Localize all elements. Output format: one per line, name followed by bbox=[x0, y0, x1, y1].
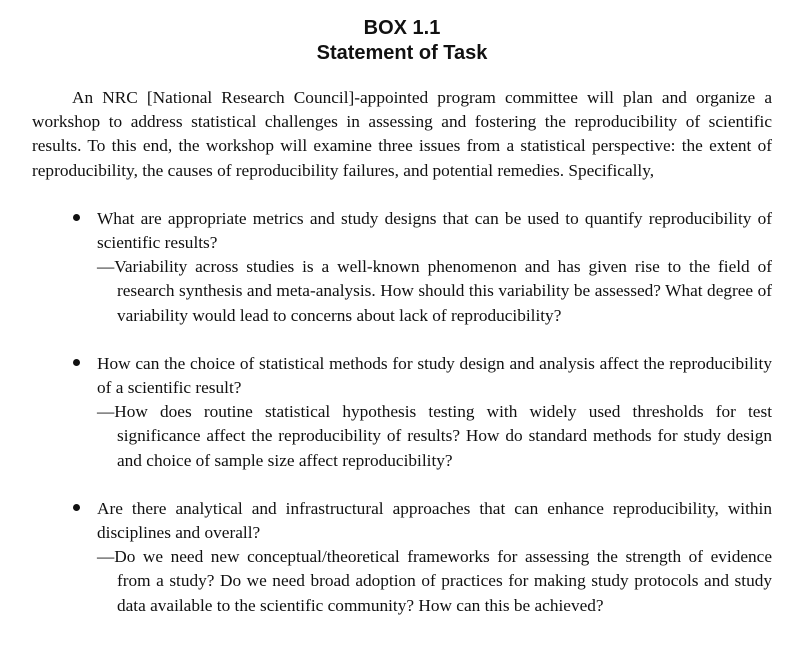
task-bullet-list: What are appropriate metrics and study d… bbox=[32, 207, 772, 618]
bullet-question: How can the choice of statistical method… bbox=[97, 353, 772, 398]
task-bullet-item: How can the choice of statistical method… bbox=[32, 352, 772, 473]
bullet-icon bbox=[73, 358, 80, 366]
bullet-detail: —Variability across studies is a well-kn… bbox=[97, 257, 772, 325]
task-bullet-item: What are appropriate metrics and study d… bbox=[32, 207, 772, 328]
bullet-question: What are appropriate metrics and study d… bbox=[97, 208, 772, 253]
bullet-icon bbox=[73, 503, 80, 511]
bullet-detail: —How does routine statistical hypothesis… bbox=[97, 402, 772, 470]
box-label: BOX 1.1 bbox=[363, 17, 441, 39]
bullet-question: Are there analytical and infrastructural… bbox=[97, 498, 772, 543]
bullet-detail: —Do we need new conceptual/theoretical f… bbox=[97, 547, 772, 615]
bullet-icon bbox=[73, 213, 80, 221]
task-bullet-item: Are there analytical and infrastructural… bbox=[32, 497, 772, 618]
intro-paragraph: An NRC [National Research Council]-appoi… bbox=[32, 88, 772, 180]
box-title: Statement of Task bbox=[316, 42, 488, 64]
